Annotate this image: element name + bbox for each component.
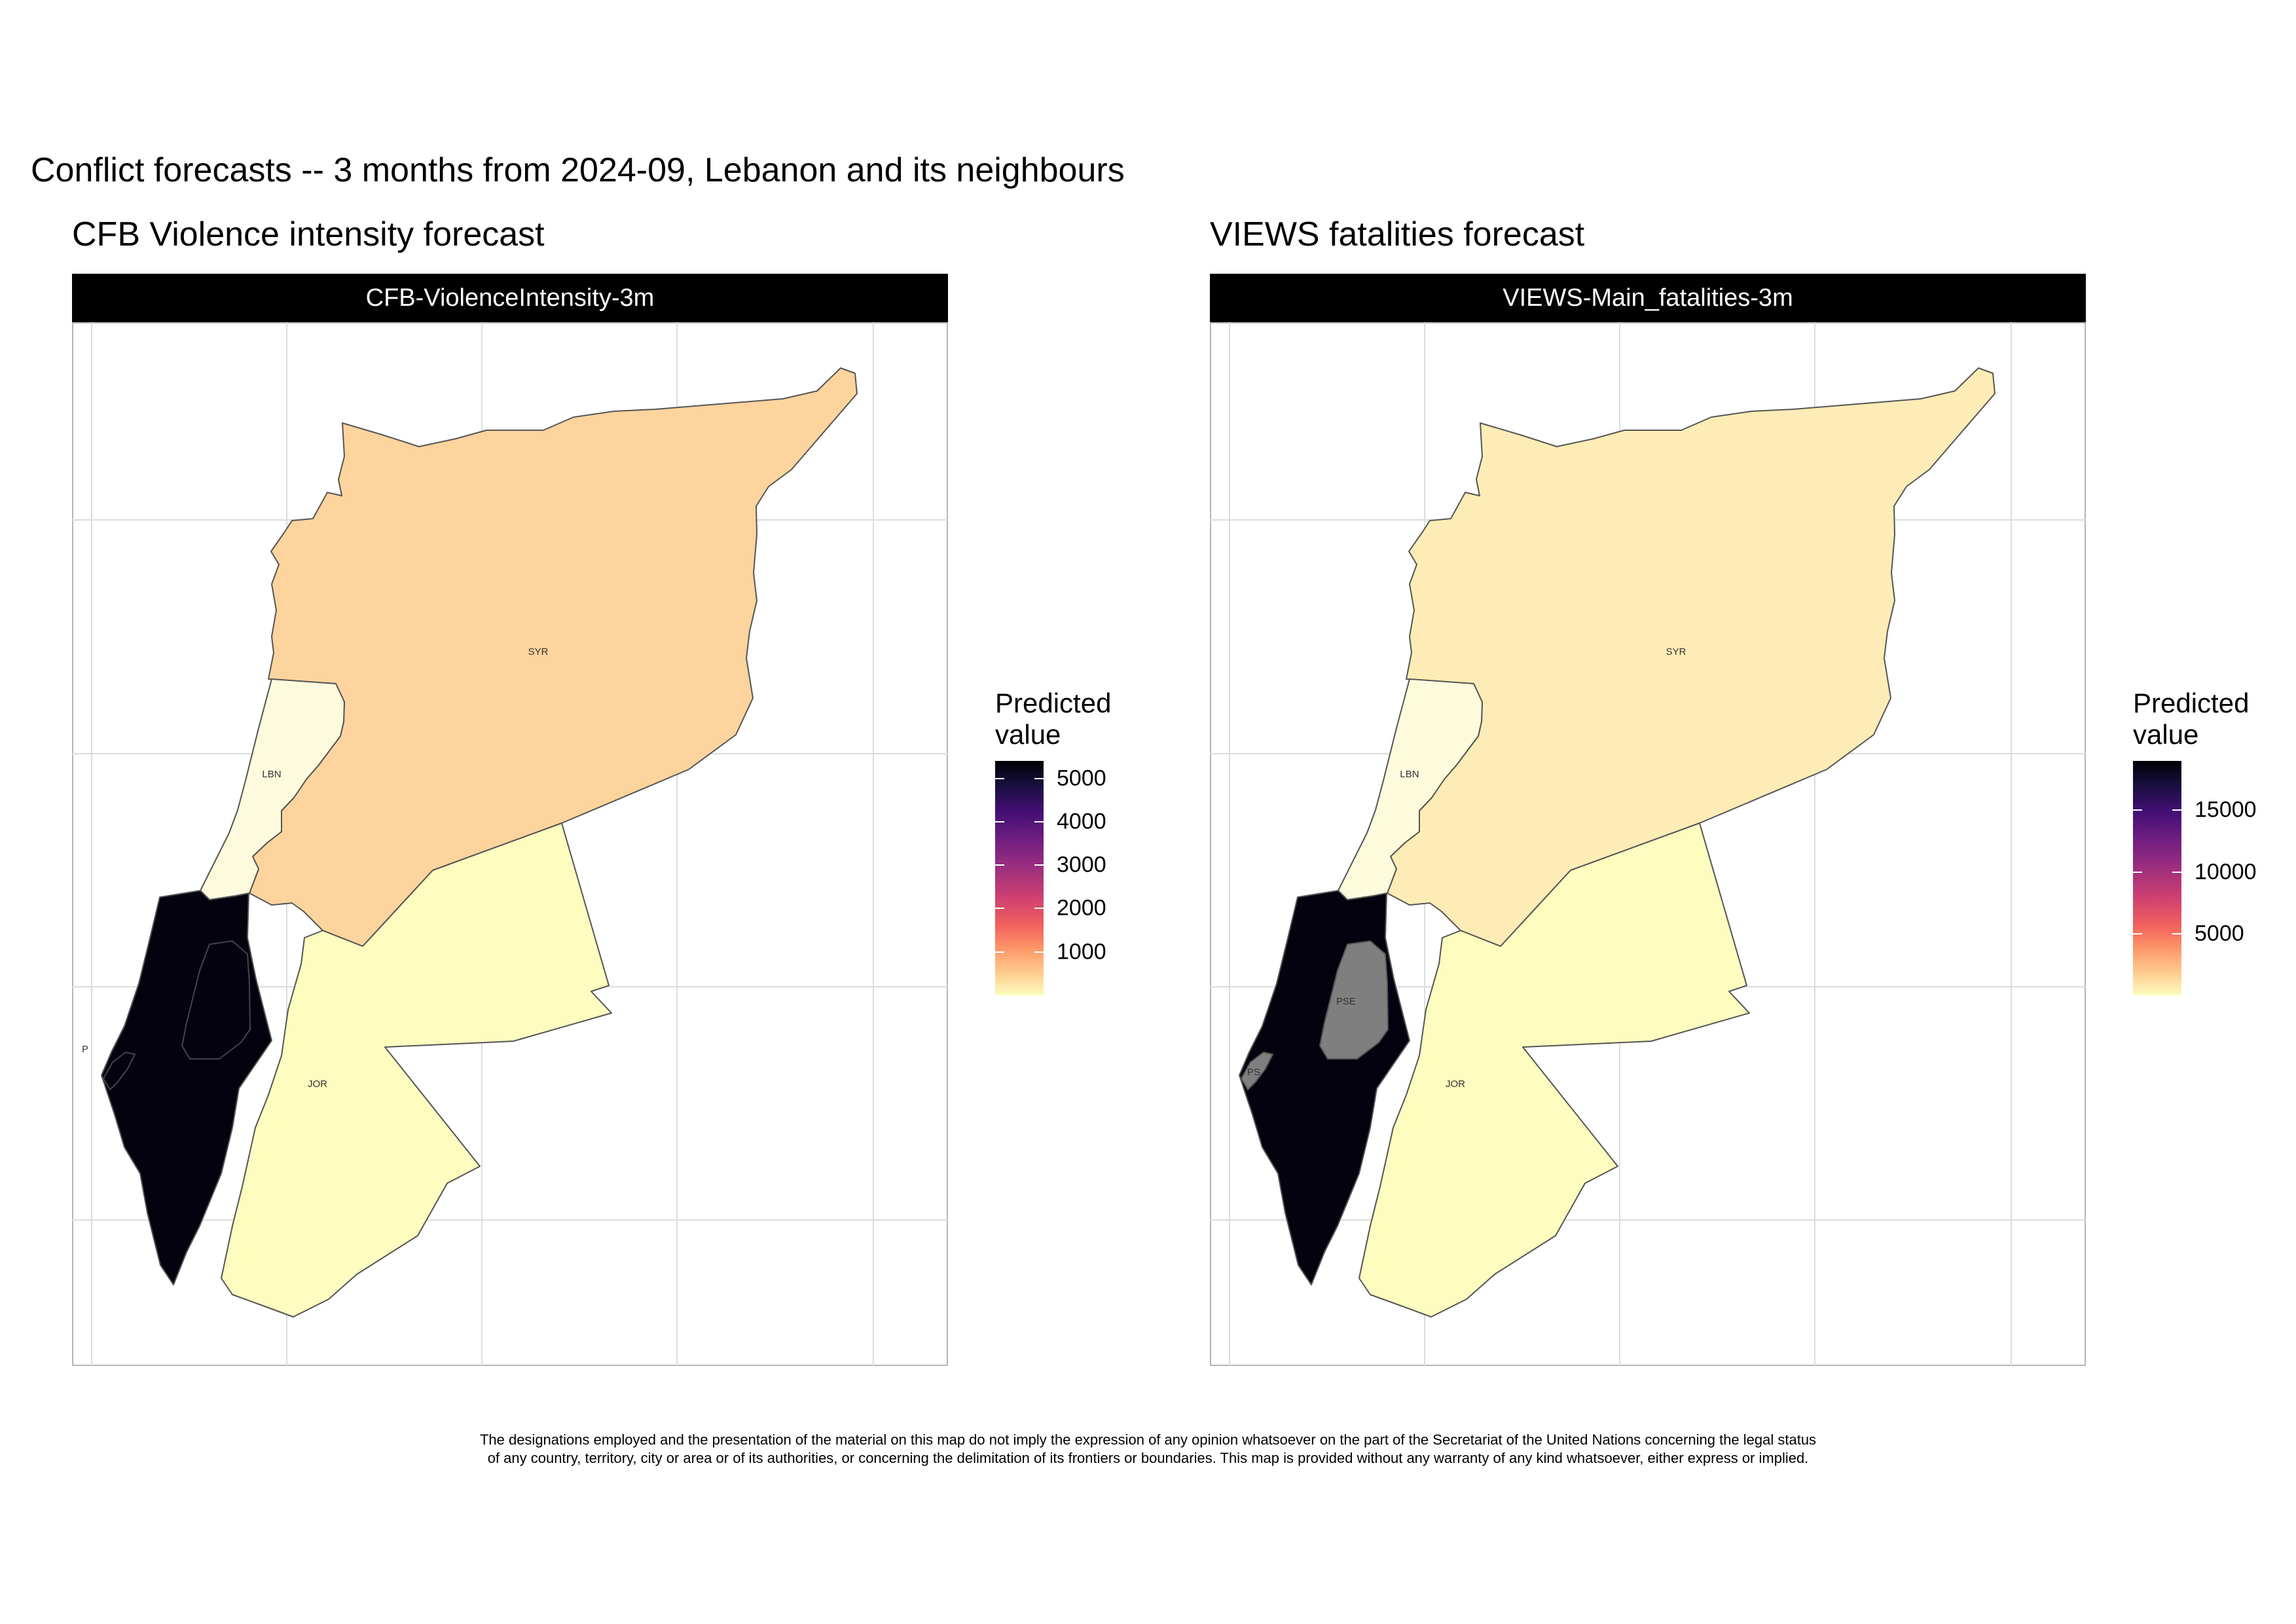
- left-region-lbn: [200, 678, 345, 900]
- panel-left-subtitle: CFB Violence intensity forecast: [72, 215, 545, 253]
- legend-left-colorbar: [995, 761, 1044, 995]
- legend-left-tick-mark: [1034, 951, 1044, 953]
- right-label-pse-gaza: PS: [1247, 1067, 1260, 1078]
- right-label-pse: PSE: [1336, 996, 1356, 1007]
- panel-left-strip-label: CFB-ViolenceIntensity-3m: [365, 284, 655, 312]
- right-region-lbn: [1338, 678, 1483, 900]
- legend-left-tick-mark: [995, 864, 1004, 866]
- right-label-syr: SYR: [1666, 646, 1686, 657]
- left-label-jor: JOR: [308, 1079, 327, 1090]
- legend-right-tick-mark: [2133, 871, 2142, 873]
- legend-left-tick-label: 3000: [1057, 852, 1106, 877]
- main-title: Conflict forecasts -- 3 months from 2024…: [31, 151, 1125, 189]
- left-region-pse: [103, 1052, 136, 1090]
- legend-left-tick-label: 1000: [1057, 939, 1106, 965]
- left-region-syr: [249, 367, 858, 947]
- panel-right-strip: VIEWS-Main_fatalities-3m: [1210, 274, 2086, 322]
- un-disclaimer: The designations employed and the presen…: [0, 1431, 2296, 1467]
- legend-right-tick-label: 5000: [2195, 921, 2244, 946]
- legend-left-tick-label: 4000: [1057, 809, 1106, 834]
- legend-right-tick-mark: [2172, 932, 2181, 934]
- legend-left-title-line2: value: [995, 719, 1061, 750]
- map-left: SYR LBN JOR P: [72, 322, 948, 1366]
- legend-left: Predicted value 1000 2000 3000 4000 5000: [995, 688, 1139, 995]
- right-label-jor: JOR: [1446, 1079, 1465, 1090]
- left-region-pse: [181, 940, 251, 1060]
- legend-right-tick-label: 15000: [2195, 797, 2257, 822]
- legend-left-tick-label: 5000: [1057, 766, 1106, 791]
- legend-right-colorbar: [2133, 761, 2181, 995]
- disclaimer-line-1: The designations employed and the presen…: [479, 1431, 1817, 1448]
- legend-left-tick-mark: [1034, 908, 1044, 910]
- legend-right-tick-label: 10000: [2195, 859, 2257, 885]
- legend-left-tick-mark: [995, 821, 1004, 822]
- right-label-lbn: LBN: [1400, 769, 1419, 780]
- panel-right-subtitle: VIEWS fatalities forecast: [1210, 215, 1585, 253]
- left-label-pse: P: [82, 1044, 88, 1055]
- disclaimer-line-2: of any country, territory, city or area …: [487, 1450, 1809, 1466]
- legend-right-tick-mark: [2172, 871, 2181, 873]
- legend-right-tick-mark: [2133, 809, 2142, 811]
- panel-left-strip: CFB-ViolenceIntensity-3m: [72, 274, 948, 322]
- legend-right-tick-mark: [2133, 932, 2142, 934]
- legend-left-tick-mark: [1034, 777, 1044, 779]
- panel-right-strip-label: VIEWS-Main_fatalities-3m: [1503, 284, 1793, 312]
- legend-right-title-line2: value: [2133, 719, 2199, 750]
- panel-left-map: SYR LBN JOR P: [72, 322, 948, 1366]
- legend-right-tick-mark: [2172, 809, 2181, 811]
- right-region-syr: [1387, 367, 1995, 947]
- legend-left-tick-mark: [995, 777, 1004, 779]
- right-region-jor: [1358, 822, 1750, 1318]
- right-region-pse: [1319, 940, 1389, 1060]
- legend-left-tick-mark: [995, 951, 1004, 953]
- left-label-lbn: LBN: [262, 769, 281, 780]
- legend-right-title-line1: Predicted: [2133, 688, 2250, 718]
- left-region-jor: [221, 822, 612, 1318]
- left-label-syr: SYR: [528, 646, 549, 657]
- legend-left-tick-mark: [995, 908, 1004, 910]
- map-right: SYR LBN JOR PSE PS: [1210, 322, 2086, 1366]
- legend-right: Predicted value 5000 10000 15000: [2133, 688, 2277, 995]
- panel-right-map: SYR LBN JOR PSE PS: [1210, 322, 2086, 1366]
- legend-left-title-line1: Predicted: [995, 688, 1112, 718]
- legend-left-tick-mark: [1034, 821, 1044, 822]
- legend-left-tick-mark: [1034, 864, 1044, 866]
- right-region-pse-gaza: [1241, 1052, 1273, 1090]
- legend-left-tick-label: 2000: [1057, 895, 1106, 921]
